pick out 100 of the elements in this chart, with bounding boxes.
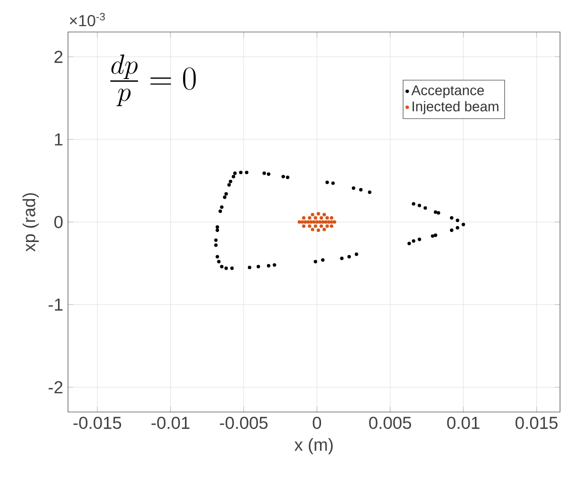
point — [450, 216, 454, 220]
point — [325, 216, 329, 220]
x-tick-label: 0.01 — [447, 416, 480, 429]
point — [314, 216, 318, 220]
point — [321, 220, 325, 224]
y-tick-label: 0 — [54, 216, 63, 228]
x-tick-label: 0.005 — [369, 416, 412, 429]
x-tick-label: -0.015 — [73, 416, 122, 429]
point — [354, 252, 358, 256]
point — [407, 242, 411, 246]
legend-label: Acceptance — [411, 86, 484, 98]
point — [314, 260, 318, 264]
point — [214, 238, 218, 242]
point — [316, 228, 320, 232]
point — [230, 266, 234, 270]
point — [282, 174, 285, 178]
point — [332, 220, 336, 224]
x-axis-title: x (m) — [294, 438, 333, 454]
point — [320, 216, 324, 220]
point — [325, 180, 329, 184]
point — [222, 195, 226, 199]
point — [220, 264, 224, 268]
point — [456, 218, 460, 222]
point — [300, 220, 304, 224]
point — [248, 266, 252, 270]
point — [316, 212, 320, 216]
point — [262, 172, 266, 176]
x-tick-label: -0.01 — [152, 416, 190, 429]
point — [424, 206, 428, 210]
annotation: $\frac{dp}{p} = 0$ — [110, 54, 196, 106]
point — [430, 234, 434, 238]
point — [368, 190, 372, 194]
point — [462, 222, 466, 226]
point — [272, 263, 276, 267]
point — [418, 204, 422, 208]
point — [450, 228, 454, 232]
point — [456, 226, 460, 230]
point — [224, 192, 228, 196]
point — [325, 224, 329, 228]
y-tick-label: 2 — [54, 50, 62, 63]
point — [298, 220, 302, 224]
point — [306, 220, 310, 224]
point — [330, 224, 334, 228]
point — [330, 216, 334, 220]
legend-label: Injected beam — [412, 101, 498, 114]
point — [256, 264, 260, 268]
point — [266, 172, 270, 176]
point — [359, 188, 363, 192]
point — [330, 220, 334, 224]
x-tick-label: 0 — [312, 416, 322, 429]
point — [232, 174, 236, 178]
point — [216, 225, 220, 229]
point — [227, 183, 231, 187]
point — [214, 243, 218, 247]
point — [217, 260, 221, 264]
point — [326, 220, 330, 224]
point — [340, 256, 344, 260]
x-tick-label: -0.005 — [220, 416, 268, 429]
point — [314, 224, 318, 228]
point — [315, 220, 319, 224]
point — [310, 228, 314, 232]
y-tick-label: -1 — [48, 298, 62, 311]
point — [352, 186, 356, 190]
point — [412, 202, 416, 206]
point — [216, 254, 220, 258]
point — [322, 228, 326, 232]
point — [321, 258, 325, 262]
point — [302, 224, 306, 228]
point — [220, 205, 224, 209]
point — [322, 212, 326, 216]
point — [216, 228, 220, 232]
point — [286, 176, 290, 180]
y-tick-label: 1 — [54, 133, 62, 146]
point — [308, 224, 312, 228]
point — [244, 170, 248, 174]
point — [266, 264, 270, 268]
point — [320, 224, 324, 228]
point — [347, 254, 351, 258]
point — [434, 233, 438, 237]
point — [310, 212, 314, 216]
point — [434, 210, 438, 214]
point — [318, 220, 322, 224]
point — [224, 266, 228, 270]
x-tick-label: 0.015 — [516, 416, 558, 429]
point — [324, 220, 328, 224]
point — [303, 220, 307, 224]
point — [412, 239, 416, 243]
point — [331, 181, 335, 185]
point — [228, 180, 232, 184]
point — [218, 210, 222, 214]
point — [239, 170, 243, 174]
y-axis-title: xp (rad) — [22, 193, 39, 252]
y-tick-label: -2 — [48, 381, 62, 394]
point — [308, 216, 312, 220]
text: ×10$^{-3}$ — [70, 12, 105, 26]
point — [233, 172, 237, 176]
point — [418, 238, 422, 242]
point — [309, 220, 313, 224]
point — [312, 220, 316, 224]
point — [436, 211, 440, 215]
